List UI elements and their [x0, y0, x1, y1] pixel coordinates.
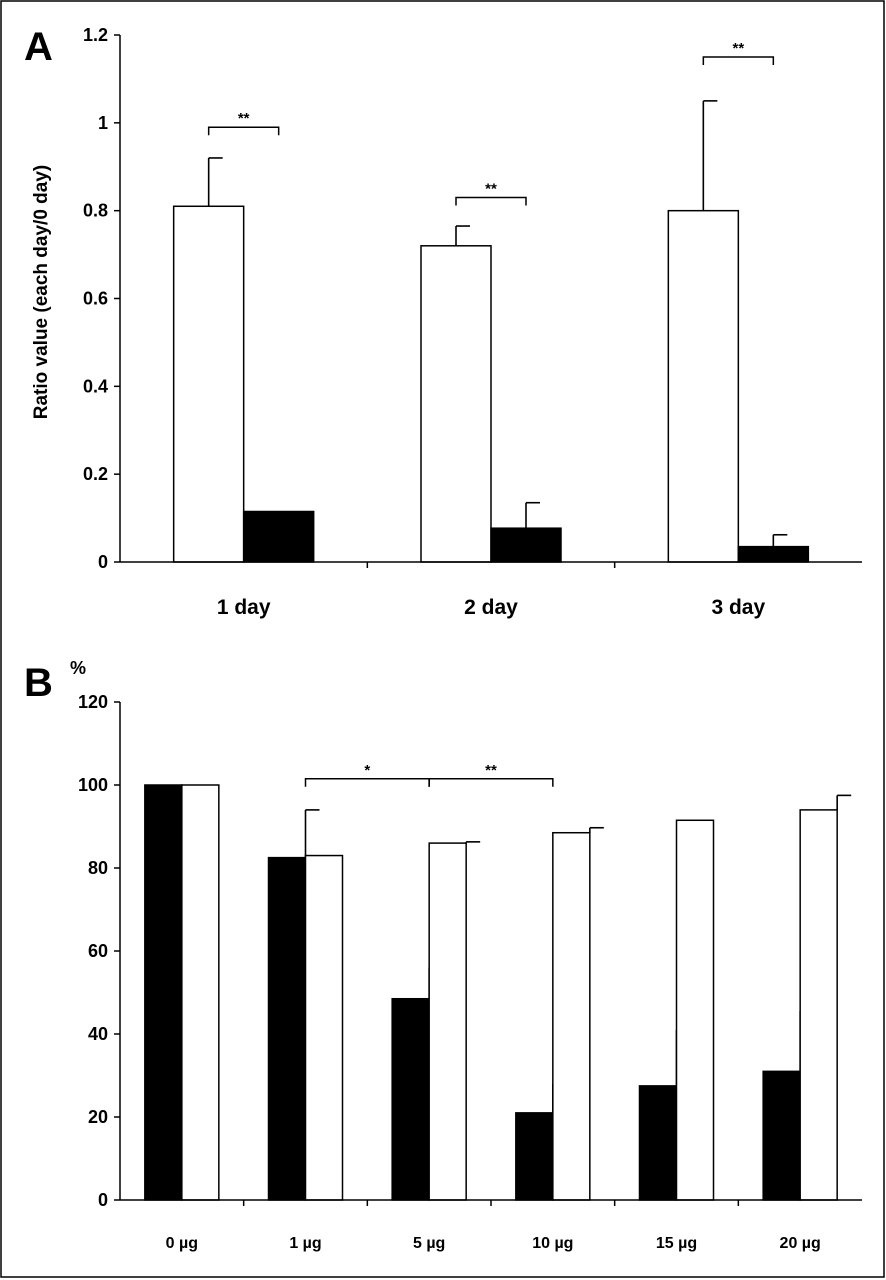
bar — [242, 510, 315, 563]
panel-a-bars — [172, 100, 810, 563]
panel-a-significance: ** ** ** — [207, 40, 775, 206]
category-label: 1 day — [217, 596, 271, 619]
bar — [420, 245, 492, 563]
y-tick-label: 60 — [88, 941, 108, 961]
bar — [490, 527, 562, 563]
bar — [172, 205, 245, 563]
category-label: 2 day — [464, 596, 518, 619]
bar — [181, 784, 220, 1201]
y-tick-label: 20 — [88, 1107, 108, 1127]
category-label: 15 µg — [656, 1235, 697, 1252]
panel-b-category-labels: 0 µg 1 µg 5 µg 10 µg 15 µg 20 µg — [166, 1200, 821, 1252]
y-tick-label: 80 — [88, 858, 108, 878]
significance-bracket — [455, 196, 527, 206]
bar — [304, 854, 344, 1201]
bar — [267, 856, 307, 1201]
y-tick-label: 120 — [78, 692, 108, 712]
panel-a: A Ratio value (each day/0 day) 0 0.2 0.4 0.… — [24, 25, 862, 619]
y-tick-label: 40 — [88, 1024, 108, 1044]
category-label: 0 µg — [166, 1235, 198, 1252]
significance-bracket — [207, 126, 280, 136]
category-label: 20 µg — [780, 1235, 821, 1252]
category-label: 1 µg — [289, 1235, 321, 1252]
y-tick-label: 0.2 — [83, 464, 108, 484]
panel-b-significance: * ** — [304, 762, 554, 787]
y-tick-label: 100 — [78, 775, 108, 795]
panel-a-y-axis-label: Ratio value (each day/0 day) — [31, 165, 52, 420]
y-tick-label: 1.2 — [83, 25, 108, 45]
panel-b: B % 0 20 40 60 80 100 120 0 µg 1 µg 5 µg 10 µg 15 … — [24, 658, 862, 1252]
bar — [552, 831, 591, 1201]
bar — [515, 1112, 554, 1201]
bar — [428, 842, 467, 1201]
bar — [667, 209, 740, 563]
significance-marker: ** — [485, 762, 497, 779]
significance-bracket — [702, 56, 775, 65]
panel-b-letter: B — [24, 661, 53, 705]
bar — [391, 997, 430, 1201]
y-tick-label: 0.8 — [83, 201, 108, 221]
category-label: 3 day — [711, 596, 765, 619]
bar — [799, 809, 838, 1201]
bar — [675, 819, 715, 1201]
bar — [762, 1070, 801, 1201]
bar — [737, 545, 810, 563]
y-tick-label: 0 — [98, 552, 108, 572]
category-label: 10 µg — [532, 1235, 573, 1252]
significance-bracket — [428, 778, 554, 787]
category-label: 5 µg — [413, 1235, 445, 1252]
bar — [144, 784, 183, 1201]
panel-b-unit-label: % — [70, 658, 86, 678]
significance-marker: ** — [732, 40, 744, 57]
significance-marker: ** — [485, 180, 497, 197]
y-tick-label: 0.4 — [83, 376, 108, 396]
panel-a-letter: A — [24, 25, 53, 69]
y-tick-label: 1 — [98, 113, 108, 133]
significance-marker: ** — [238, 110, 250, 127]
significance-marker: * — [364, 762, 370, 779]
y-tick-label: 0.6 — [83, 289, 108, 309]
panel-a-y-ticks: 0 0.2 0.4 0.6 0.8 1 1.2 — [83, 25, 120, 572]
panel-b-bars — [144, 784, 852, 1201]
panel-b-y-ticks: 0 20 40 60 80 100 120 — [78, 692, 120, 1210]
y-tick-label: 0 — [98, 1190, 108, 1210]
panel-a-category-labels: 1 day 2 day 3 day — [217, 562, 766, 619]
bar — [638, 1085, 678, 1201]
